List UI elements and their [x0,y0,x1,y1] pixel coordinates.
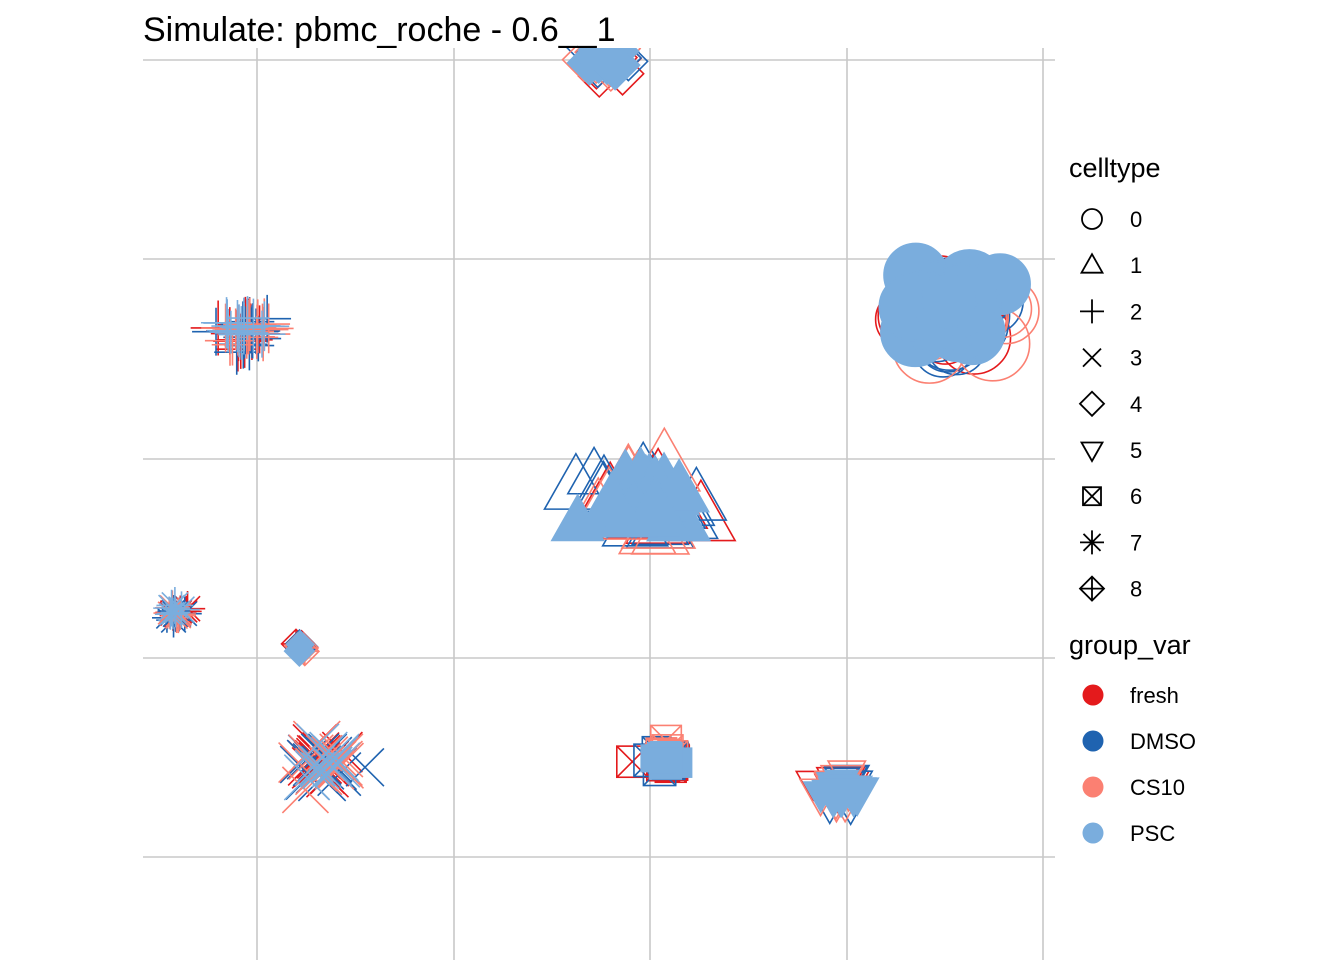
legend-shape-label: 1 [1130,253,1142,278]
legend-shape-entry-6: 6 [1082,484,1142,509]
plus-icon [1080,299,1104,324]
data-point [817,776,865,819]
data-point [300,746,342,788]
data-point [238,310,286,358]
data-point [623,473,686,529]
legend-color-entry-CS10: CS10 [1082,775,1185,800]
cluster-celltype-1 [543,426,737,555]
legend-color-swatch [1082,822,1104,844]
data-point [311,746,353,788]
data-points [151,48,1040,826]
data-point [648,747,676,774]
data-point [579,48,630,79]
legend-color-label: fresh [1130,683,1179,708]
legend-color-swatch [1082,776,1104,798]
cluster-celltype-6 [616,724,693,787]
legend-shape-label: 0 [1130,207,1142,232]
data-point [581,470,642,524]
cluster-celltype-3 [278,720,385,814]
legend-shape-label: 5 [1130,438,1142,463]
cross-icon [1082,347,1102,368]
legend-shape-label: 8 [1130,577,1142,602]
data-point [206,308,250,353]
legend-shape-label: 4 [1130,392,1142,417]
legend-color-entries: fresh DMSO CS10 PSC [1082,683,1196,846]
legend-shape-entry-1: 1 [1079,252,1142,278]
legend-color-entry-fresh: fresh [1082,683,1179,708]
legend-shape-label: 2 [1130,299,1142,324]
data-point [283,754,331,801]
legend-color-swatch [1082,730,1104,752]
legend-shape-entry-8: 8 [1078,575,1142,602]
diamond-open-icon [1078,390,1106,418]
legend-color-label: CS10 [1130,775,1185,800]
data-point [153,589,190,627]
legend-shape-entry-2: 2 [1080,299,1142,324]
cluster-celltype-4 [561,48,649,99]
data-point [285,629,315,660]
data-point [309,731,348,771]
legend-shape-label: 3 [1130,346,1142,371]
data-point [299,751,336,787]
legend-color-label: PSC [1130,821,1175,846]
data-point [321,740,357,777]
legend-color-label: DMSO [1130,729,1196,754]
diamond-plus-icon [1078,575,1106,602]
legend-color-entry-DMSO: DMSO [1082,729,1196,754]
chart-title: Simulate: pbmc_roche - 0.6__1 [143,11,615,49]
legend-shape-entry-4: 4 [1078,390,1142,418]
legend-shape-label: 7 [1130,530,1142,555]
square-cross-icon [1082,486,1102,507]
legend-shape-title: celltype [1069,153,1161,183]
data-point [302,752,340,790]
legend-shape-entries: 0 1 2 3 4 5 6 7 8 [1078,207,1142,602]
legend-color-entry-PSC: PSC [1082,821,1175,846]
triangle-up-open-icon [1079,252,1105,274]
cluster-celltype-8 [280,628,321,667]
legend-shape-label: 6 [1130,484,1142,509]
data-point [226,298,281,353]
legend: celltype 0 1 2 3 4 5 6 7 8 group_var fresh DMSO CS… [1069,153,1196,846]
cluster-celltype-0 [874,242,1040,384]
data-point [235,315,279,359]
triangle-down-open-icon [1079,441,1105,463]
legend-color-title: group_var [1069,630,1191,660]
asterisk-icon [1080,530,1104,555]
legend-shape-entry-3: 3 [1082,346,1142,371]
cluster-celltype-2 [190,294,294,375]
data-point [920,272,978,329]
data-point [157,597,189,630]
legend-shape-entry-0: 0 [1081,207,1142,232]
cluster-celltype-5 [794,760,880,826]
legend-color-swatch [1082,684,1104,706]
legend-shape-entry-7: 7 [1080,530,1142,555]
data-point [163,591,200,628]
data-point [296,723,340,767]
data-point [204,315,256,366]
cluster-celltype-7 [151,587,206,638]
data-point [203,299,252,347]
circle-open-icon [1081,208,1103,230]
legend-shape-entry-5: 5 [1079,438,1142,463]
